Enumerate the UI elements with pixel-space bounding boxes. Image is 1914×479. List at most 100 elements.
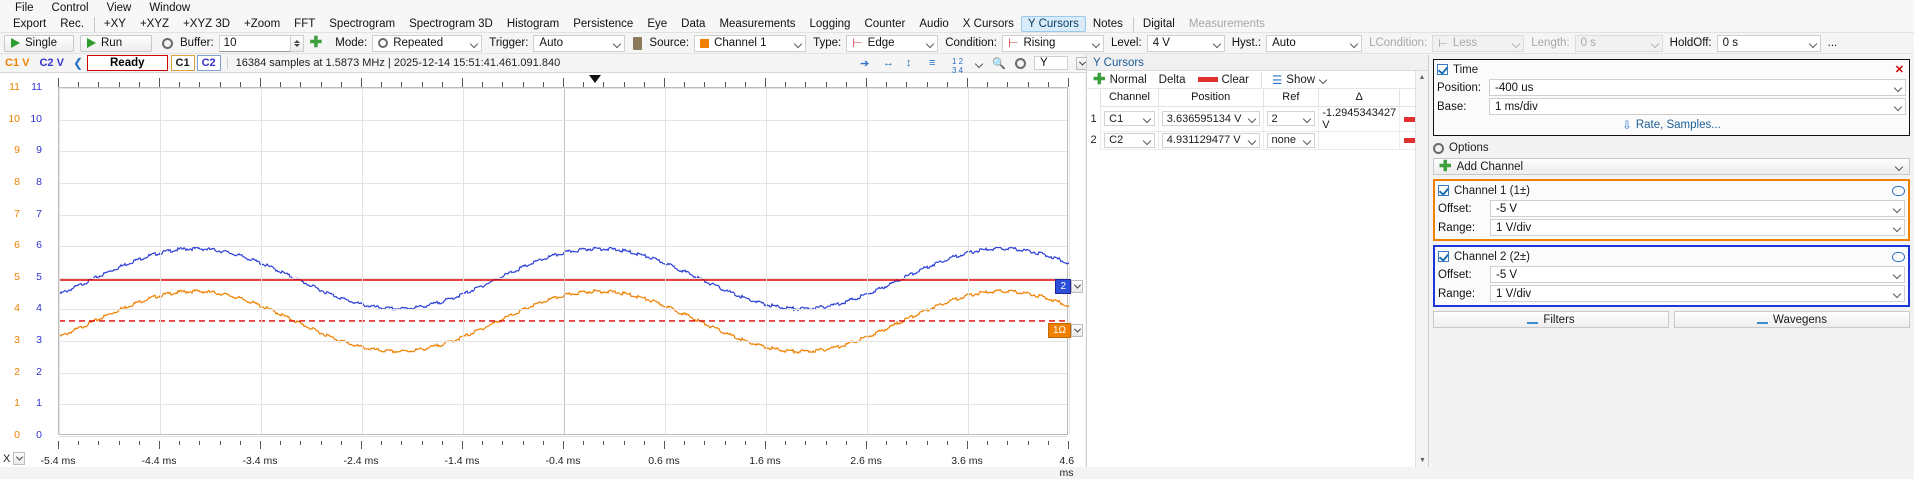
- module--xy[interactable]: +XY: [93, 16, 133, 32]
- zoom-icon[interactable]: 🔍: [992, 57, 1006, 70]
- channel1-visibility-icon[interactable]: [1892, 185, 1905, 196]
- x-axis-button[interactable]: X: [3, 452, 26, 465]
- add-icon[interactable]: ✚: [309, 34, 323, 51]
- channel-cell[interactable]: C2: [1100, 130, 1159, 150]
- buffer-stepper[interactable]: [290, 34, 304, 52]
- mode-select[interactable]: Repeated: [372, 34, 483, 52]
- scroll-up-arrow-icon[interactable]: ▲: [1418, 74, 1426, 81]
- scroll-down-arrow-icon[interactable]: ▼: [1419, 457, 1426, 464]
- channel2-visibility-icon[interactable]: [1892, 251, 1905, 262]
- ruler-tick: [1007, 82, 1008, 87]
- channel1-range-select[interactable]: 1 V/div: [1490, 219, 1905, 236]
- add-channel-button[interactable]: ✚ Add Channel: [1433, 158, 1910, 175]
- module-audio[interactable]: Audio: [919, 17, 949, 30]
- filters-button[interactable]: Filters: [1433, 311, 1669, 328]
- position-cell[interactable]: 3.636595134 V: [1157, 105, 1264, 132]
- module-persistence[interactable]: Persistence: [573, 17, 634, 30]
- horizontal-measure-icon[interactable]: ↔: [883, 56, 894, 69]
- menu-item-file[interactable]: File: [15, 2, 34, 14]
- wavegens-button[interactable]: Wavegens: [1674, 311, 1910, 328]
- module-histogram[interactable]: Histogram: [506, 17, 560, 30]
- time-position-select[interactable]: -400 us: [1489, 79, 1906, 96]
- module-fft[interactable]: FFT: [294, 17, 316, 30]
- module--xyz[interactable]: +XYZ: [139, 17, 170, 30]
- rate-samples-link[interactable]: ⇩ Rate, Samples...: [1437, 117, 1906, 132]
- chevron-down-icon[interactable]: [975, 59, 984, 68]
- module-data[interactable]: Data: [681, 17, 706, 30]
- cursors-scrollbar[interactable]: ▲ ▼: [1415, 71, 1428, 467]
- cursor-arrow-icon[interactable]: ➔: [860, 57, 870, 70]
- vertical-measure-icon[interactable]: ↕: [906, 56, 912, 69]
- pulse-icon: ⊢: [1438, 37, 1448, 50]
- axis-select[interactable]: Y: [1034, 56, 1068, 70]
- type-select[interactable]: ⊢ Edge: [846, 34, 939, 52]
- module-export[interactable]: Export: [13, 17, 47, 30]
- c1-marker-chevron-icon[interactable]: [1071, 324, 1083, 337]
- module-logging[interactable]: Logging: [809, 17, 851, 30]
- module-rec-[interactable]: Rec.: [60, 17, 84, 30]
- channel2-enable-checkbox[interactable]: [1438, 251, 1449, 262]
- menu-item-view[interactable]: View: [106, 2, 132, 14]
- module-spectrogram-3d[interactable]: Spectrogram 3D: [409, 17, 493, 30]
- x-axis-chevron-icon[interactable]: [13, 452, 26, 465]
- align-left-icon[interactable]: ≡: [929, 56, 936, 69]
- channel2-range-select[interactable]: 1 V/div: [1490, 285, 1905, 302]
- module-x-cursors[interactable]: X Cursors: [962, 17, 1014, 30]
- module-digital[interactable]: Digital: [1132, 16, 1182, 32]
- c2-level-marker[interactable]: 2: [1055, 279, 1083, 294]
- hyst-select[interactable]: Auto: [1266, 34, 1363, 52]
- single-button[interactable]: Single: [4, 34, 74, 52]
- buffer-input[interactable]: 10: [218, 34, 291, 52]
- c1-enable-tag[interactable]: C1: [170, 55, 195, 71]
- clear-cursors-button[interactable]: Clear: [1197, 74, 1249, 86]
- ref-cell[interactable]: 2: [1262, 105, 1320, 132]
- menu-item-window[interactable]: Window: [149, 2, 191, 14]
- module--zoom[interactable]: +Zoom: [244, 17, 281, 30]
- normal-cursor-button[interactable]: ✚ Normal: [1093, 72, 1147, 87]
- channel1-enable-checkbox[interactable]: [1438, 185, 1449, 196]
- module--xyz-3d[interactable]: +XYZ 3D: [183, 17, 231, 30]
- channel1-offset-select[interactable]: -5 V: [1490, 200, 1905, 217]
- buffer-settings-gear-icon[interactable]: [162, 37, 173, 49]
- holdoff-select[interactable]: 0 s: [1716, 34, 1821, 52]
- module-eye[interactable]: Eye: [647, 17, 668, 30]
- close-icon[interactable]: ✕: [1894, 64, 1904, 76]
- module-y-cursors[interactable]: Y Cursors: [1020, 16, 1086, 32]
- plot-settings-gear-icon[interactable]: [1015, 57, 1026, 69]
- condition-select[interactable]: ⊢ Rising: [1002, 34, 1104, 52]
- lcondition-select[interactable]: ⊢ Less: [1432, 34, 1525, 52]
- trigger-position-marker[interactable]: [589, 75, 601, 83]
- collapse-left-icon[interactable]: ❮: [72, 56, 83, 70]
- module-spectrogram[interactable]: Spectrogram: [329, 17, 396, 30]
- module-notes[interactable]: Notes: [1092, 17, 1123, 30]
- channel-cell[interactable]: C1: [1100, 105, 1159, 132]
- level-select[interactable]: 4 V: [1146, 34, 1225, 52]
- position-cell[interactable]: 4.931129477 V: [1157, 130, 1264, 150]
- module-counter[interactable]: Counter: [864, 17, 906, 30]
- time-base-select[interactable]: 1 ms/div: [1489, 98, 1906, 115]
- chevron-down-icon: [794, 39, 803, 48]
- table-row[interactable]: 1 C1 3.636595134 V 2 -1.2945343427 V: [1087, 105, 1428, 132]
- x-ruler-tick: [1007, 441, 1008, 445]
- module-measurements[interactable]: Measurements: [719, 17, 796, 30]
- delta-cursor-button[interactable]: Delta: [1159, 74, 1186, 86]
- menu-item-control[interactable]: Control: [51, 2, 89, 14]
- trigger-select[interactable]: Auto: [533, 34, 626, 52]
- c2-enable-tag[interactable]: C2: [196, 55, 221, 71]
- show-cursors-menu[interactable]: ☰ Show: [1260, 72, 1328, 87]
- run-button[interactable]: Run: [80, 34, 152, 52]
- plot-grid[interactable]: [58, 87, 1070, 437]
- ref-cell[interactable]: none: [1262, 130, 1320, 150]
- source-select[interactable]: Channel 1: [694, 34, 807, 52]
- c1-level-marker[interactable]: 1Ω: [1047, 323, 1083, 338]
- length-select[interactable]: 0 s: [1574, 34, 1663, 52]
- waveform-plot[interactable]: 11 11 10 10 9 9 8 8 7 7 6 6 5 5 4 4 3 3 2 2 1 1 0 0 2 1Ω -5.4 m…: [0, 73, 1085, 479]
- c2-marker-chevron-icon[interactable]: [1071, 280, 1083, 293]
- overflow-menu-button[interactable]: ...: [1827, 37, 1838, 49]
- channel2-offset-select[interactable]: -5 V: [1490, 266, 1905, 283]
- time-enable-checkbox[interactable]: [1437, 64, 1448, 75]
- channel1-range-value: 1 V/div: [1496, 221, 1532, 234]
- options-row[interactable]: Options: [1433, 140, 1910, 156]
